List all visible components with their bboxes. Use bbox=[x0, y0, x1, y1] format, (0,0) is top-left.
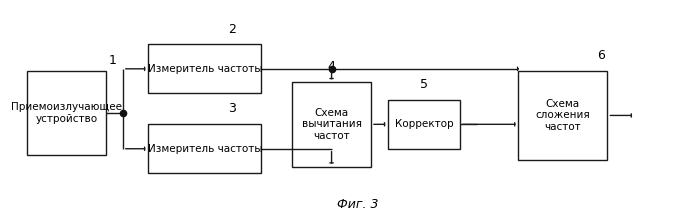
Bar bbox=[519, 71, 608, 160]
Text: 5: 5 bbox=[420, 78, 428, 91]
Text: Фиг. 3: Фиг. 3 bbox=[337, 198, 378, 211]
Text: 4: 4 bbox=[328, 60, 335, 73]
Text: 2: 2 bbox=[228, 22, 236, 36]
Text: 1: 1 bbox=[109, 54, 117, 67]
Text: Приемоизлучающее
устройство: Приемоизлучающее устройство bbox=[10, 102, 122, 124]
Text: Измеритель частоты: Измеритель частоты bbox=[148, 144, 262, 154]
Bar bbox=[388, 100, 460, 149]
Text: 6: 6 bbox=[596, 49, 605, 62]
Text: Корректор: Корректор bbox=[395, 119, 454, 129]
Text: Схема
вычитания
частот: Схема вычитания частот bbox=[302, 108, 362, 141]
Text: 3: 3 bbox=[228, 102, 236, 115]
Bar bbox=[148, 44, 261, 93]
Text: Схема
сложения
частот: Схема сложения частот bbox=[536, 99, 590, 132]
Bar bbox=[292, 82, 371, 166]
Bar bbox=[27, 71, 106, 155]
Bar bbox=[148, 124, 261, 173]
Text: Измеритель частоты: Измеритель частоты bbox=[148, 64, 262, 74]
